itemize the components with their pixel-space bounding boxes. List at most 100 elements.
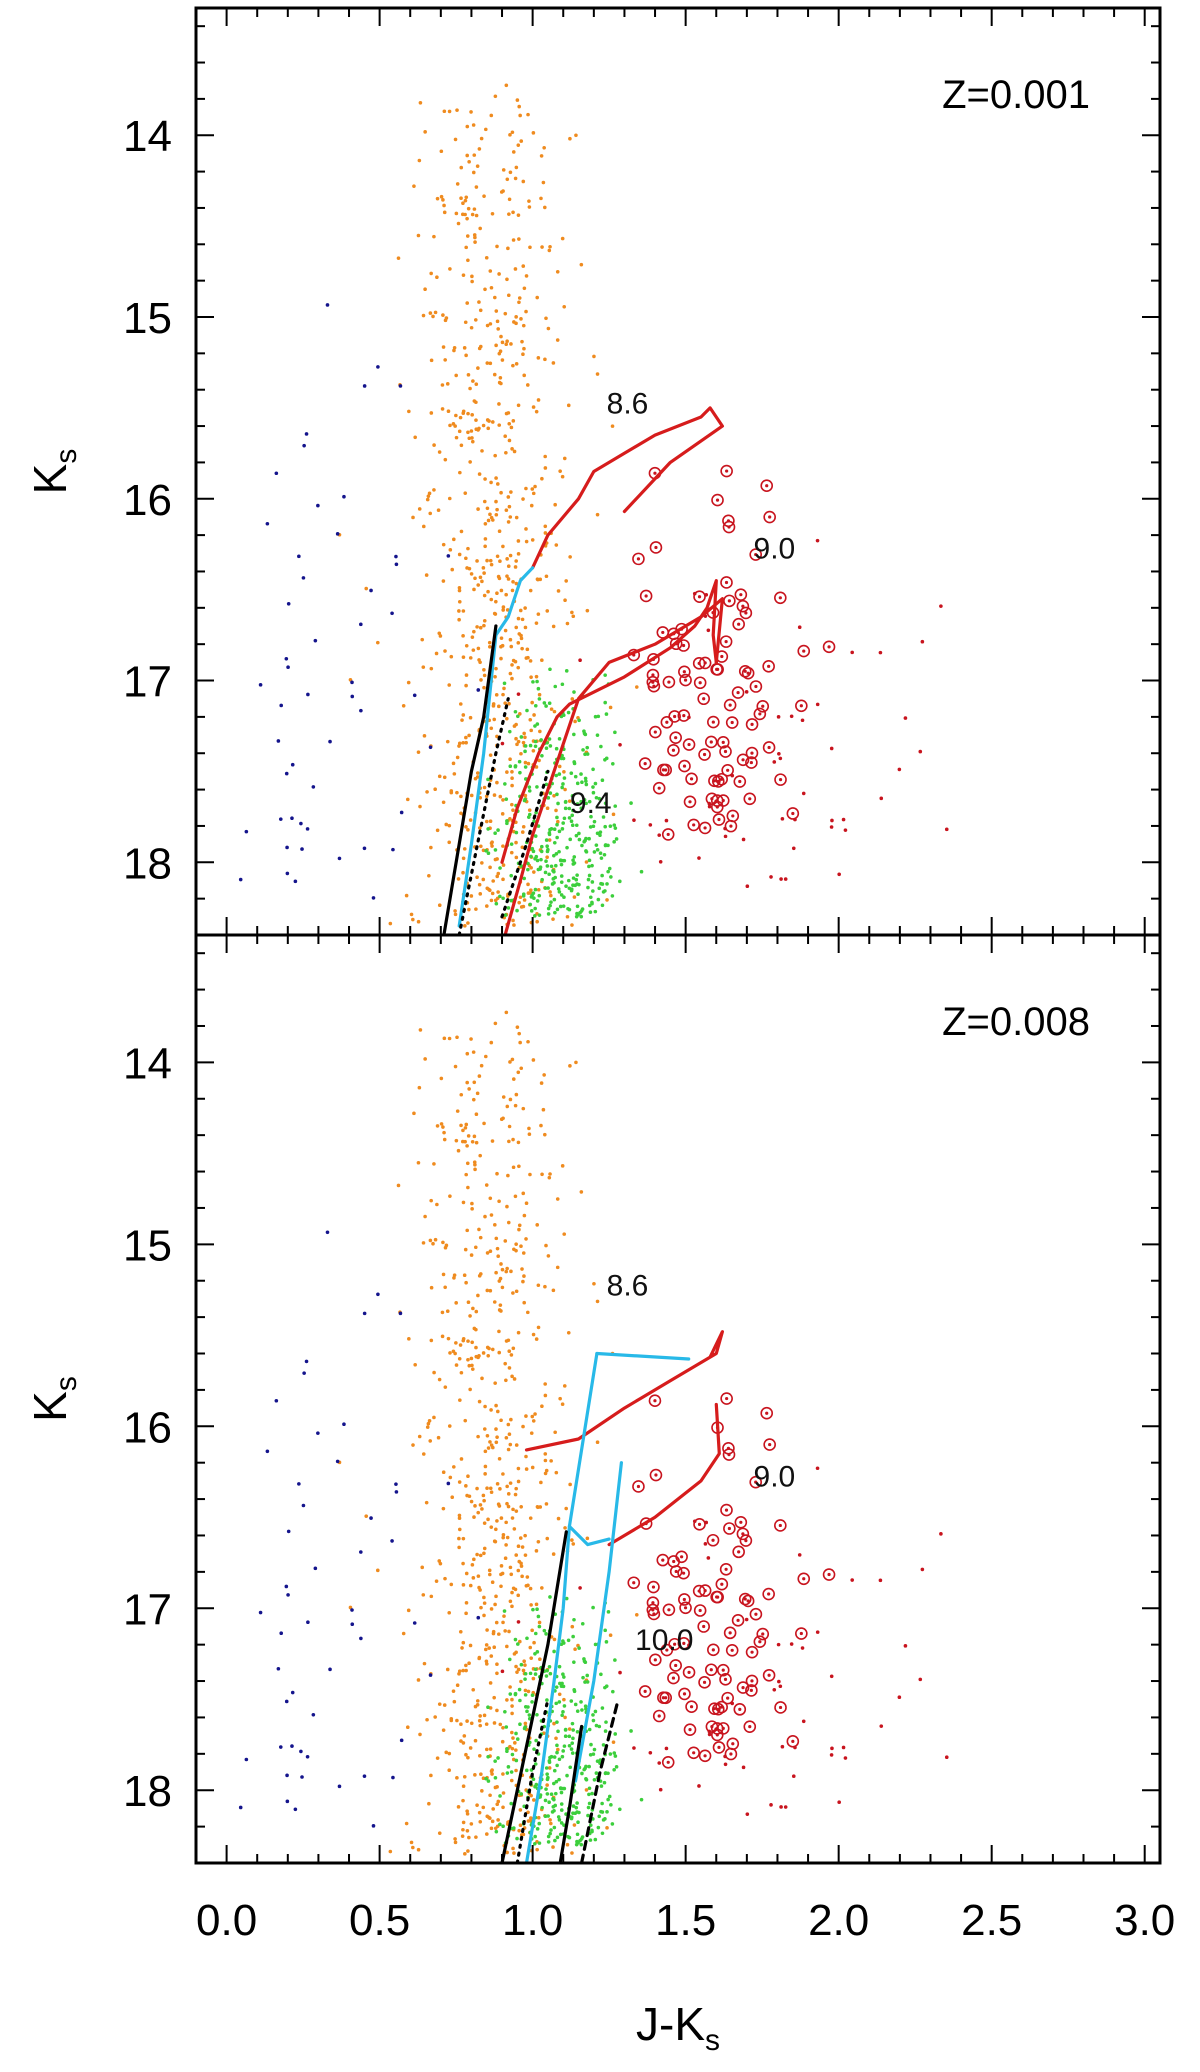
star-point: [510, 130, 515, 135]
star-point: [682, 764, 687, 768]
star-marker-circled: [774, 773, 787, 786]
star-point: [471, 123, 476, 127]
star-point: [570, 1851, 574, 1855]
star-point: [556, 1815, 561, 1819]
star-point: [375, 640, 380, 645]
star-point: [300, 1775, 304, 1779]
star-point: [477, 300, 481, 304]
star-point: [769, 1803, 773, 1807]
star-point: [468, 1387, 472, 1392]
star-point: [494, 499, 498, 504]
star-point: [543, 205, 547, 210]
star-point: [531, 131, 536, 135]
star-marker-circled: [649, 1653, 662, 1667]
star-marker-circled: [762, 1587, 775, 1601]
star-marker-circled: [652, 781, 666, 795]
star-point: [505, 1484, 509, 1489]
star-point: [472, 1160, 477, 1164]
star-point: [508, 1060, 512, 1064]
star-point: [488, 1681, 493, 1685]
star-point: [473, 576, 477, 581]
star-point: [778, 756, 783, 761]
star-point: [791, 1739, 795, 1743]
star-point: [396, 256, 401, 260]
star-point: [664, 1746, 669, 1751]
star-point: [475, 775, 480, 779]
star-point: [581, 1675, 585, 1680]
star-point: [532, 1747, 536, 1751]
star-point: [482, 667, 486, 672]
star-point: [523, 1677, 527, 1681]
star-point: [608, 1633, 613, 1638]
star-point: [587, 1764, 591, 1769]
star-point: [506, 1492, 511, 1496]
star-point: [572, 1617, 576, 1622]
star-point: [507, 701, 511, 706]
star-point: [540, 1172, 544, 1177]
star-point: [514, 855, 519, 860]
star-point: [534, 621, 539, 625]
star-point: [540, 877, 544, 882]
star-point: [518, 1823, 523, 1828]
star-point: [506, 1765, 511, 1769]
star-point: [413, 1362, 417, 1367]
star-point: [517, 1223, 522, 1228]
star-point: [548, 667, 552, 672]
star-point: [549, 827, 554, 831]
star-point: [505, 1850, 509, 1855]
star-point: [528, 245, 532, 250]
star-point: [636, 557, 641, 561]
star-point: [441, 345, 446, 349]
star-point: [516, 1466, 521, 1471]
star-point: [800, 1646, 805, 1650]
star-point: [425, 790, 429, 794]
star-point: [536, 398, 541, 402]
star-point: [535, 1223, 540, 1227]
star-point: [721, 740, 725, 744]
star-point: [532, 819, 536, 824]
star-point: [480, 1789, 484, 1793]
star-point: [498, 1722, 503, 1727]
star-point: [435, 1756, 440, 1760]
star-point: [827, 645, 831, 649]
star-point: [521, 179, 526, 184]
star-point: [499, 1262, 503, 1266]
star-marker-circled: [668, 1637, 681, 1651]
star-point: [592, 1778, 597, 1782]
star-marker-circled: [683, 795, 697, 809]
star-point: [547, 1766, 552, 1770]
star-point: [508, 1744, 512, 1749]
star-point: [566, 1638, 571, 1643]
star-point: [483, 1214, 487, 1219]
star-point: [536, 867, 541, 872]
star-point: [258, 1610, 263, 1615]
star-point: [543, 531, 548, 535]
star-point: [484, 1747, 489, 1752]
star-point: [509, 1269, 513, 1274]
star-point: [481, 1351, 486, 1355]
star-point: [494, 1620, 499, 1625]
star-point: [519, 1833, 524, 1837]
star-point: [503, 701, 507, 705]
star-point: [466, 430, 470, 435]
y-tick-label: 15: [123, 1221, 172, 1270]
star-point: [780, 817, 785, 821]
star-point: [284, 1699, 289, 1704]
star-point: [428, 311, 433, 315]
star-point: [469, 429, 474, 433]
star-point: [606, 1797, 610, 1802]
star-point: [523, 1533, 527, 1538]
star-point: [535, 1650, 540, 1654]
star-point: [501, 1805, 505, 1810]
star-point: [563, 799, 568, 804]
star-marker-circled: [707, 715, 720, 729]
star-point: [511, 1846, 515, 1851]
star-point: [328, 739, 332, 744]
star-point: [501, 1472, 505, 1476]
star-point: [418, 101, 423, 105]
star-point: [516, 539, 521, 543]
star-marker-circled: [749, 1607, 763, 1621]
star-point: [494, 599, 498, 604]
star-point: [519, 1662, 524, 1667]
star-point: [460, 1834, 465, 1838]
